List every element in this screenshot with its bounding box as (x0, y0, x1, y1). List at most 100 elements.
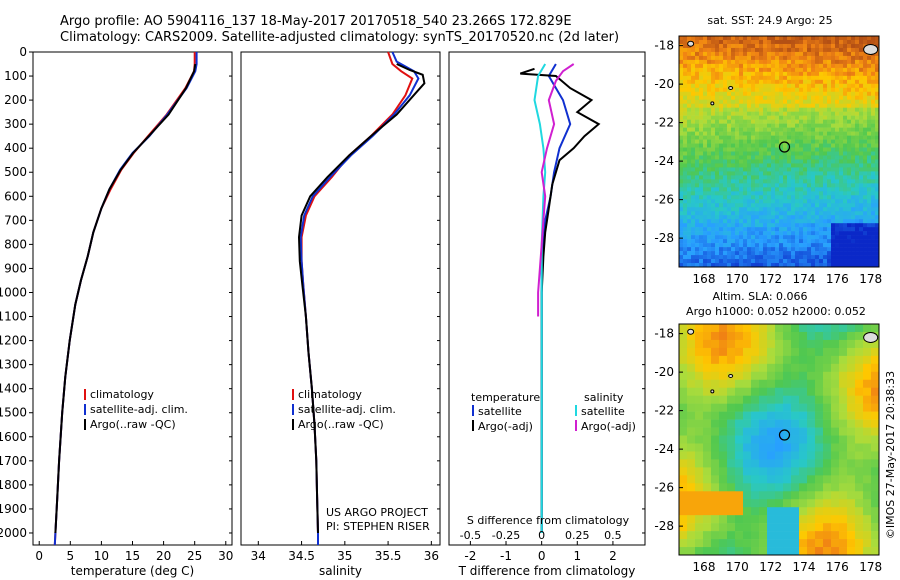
sla_map-cell (751, 363, 760, 373)
sst_map-cell (775, 251, 780, 256)
sst_map-cell (719, 191, 724, 196)
sst_map-cell (807, 211, 812, 216)
sla_map-cell (679, 355, 688, 365)
sst_map-cell (835, 79, 840, 85)
sst_map-cell (743, 55, 748, 61)
sst_map-cell (791, 99, 796, 104)
sst_map-cell (683, 111, 688, 116)
sst_map-cell (791, 255, 796, 260)
sla_map-cell (855, 363, 864, 373)
island-shape (728, 85, 734, 90)
sst_map-cell (767, 155, 772, 160)
sla_map-cell (743, 499, 752, 508)
sst_map-cell (731, 155, 736, 160)
sla_map-cell (711, 483, 720, 492)
sst_map-cell (703, 195, 708, 200)
sst_map-cell (807, 43, 812, 49)
sla_map-cell (783, 339, 792, 349)
sst_map-cell (863, 207, 868, 212)
sst_map-cell (767, 163, 772, 168)
sst_map-cell (747, 55, 752, 61)
sst_map-cell (863, 107, 868, 112)
sst_map-cell (695, 75, 700, 81)
sla_map-cell (815, 507, 824, 516)
sla_map-cell (799, 547, 808, 556)
sst_map-cell (831, 119, 836, 124)
sla_map-cell (727, 539, 736, 548)
sst_map-cell (723, 159, 728, 164)
sst_map-cell (859, 67, 864, 73)
sst_map-cell (731, 87, 736, 93)
sst_map-cell (751, 79, 756, 85)
sla_map-cell (759, 419, 768, 428)
sst_map-cell (807, 115, 812, 120)
sst_map-cell (759, 235, 764, 240)
sst_map-cell (807, 36, 812, 41)
sst_map-cell (847, 67, 852, 73)
sst_map-cell (799, 91, 804, 97)
sst_map-cell (803, 159, 808, 164)
sla_map-cell (839, 475, 848, 484)
sst_map-cell (819, 235, 824, 240)
sst_map-cell (803, 139, 808, 144)
sla_map-cell (807, 419, 816, 428)
sla_map-cell (735, 379, 744, 389)
sla_map-cell (735, 331, 744, 341)
sst_map-cell (743, 59, 748, 65)
sst_map-cell (875, 83, 880, 89)
sst_map-cell (823, 179, 828, 184)
sla_map-cell (815, 347, 824, 357)
sla_map-cell (767, 443, 776, 452)
sst_map-cell (747, 67, 752, 73)
sla_map-cell (735, 347, 744, 357)
sla_map-cell (871, 539, 880, 548)
sst_map-cell (855, 167, 860, 172)
sst_map-cell (851, 39, 856, 45)
sst_map-cell (691, 179, 696, 184)
sst_map-cell (855, 163, 860, 168)
legend-entry: satellite-adj. clim. (298, 403, 396, 416)
sst_map-cell (831, 207, 836, 212)
sla_map-cell (759, 331, 768, 341)
sst_map-cell (687, 183, 692, 188)
sst_map-cell (683, 131, 688, 136)
sst_map-cell (819, 119, 824, 124)
sst_map-cell (823, 203, 828, 208)
sla_map-cell (871, 395, 880, 404)
sla_map-cell (767, 355, 776, 365)
sst_map-cell (683, 263, 688, 268)
sst_map-cell (687, 119, 692, 124)
sst_map-cell (867, 87, 872, 93)
sst_map-cell (855, 71, 860, 77)
sst_map-cell (695, 263, 700, 268)
sla_map-cell (807, 379, 816, 389)
sla_map-cell (847, 499, 856, 508)
sst_map-cell (799, 187, 804, 192)
y-tick-label: 1800 (0, 478, 27, 492)
sst_map-cell (811, 235, 816, 240)
sst_map-cell (751, 127, 756, 132)
sst_map-cell (843, 107, 848, 112)
sla_map-cell (775, 395, 784, 404)
sst_map-cell (855, 151, 860, 156)
sst_map-cell (707, 183, 712, 188)
sst_map-cell (699, 243, 704, 248)
sst_map-cell (699, 151, 704, 156)
sla_map-cell (703, 539, 712, 548)
sst_map-cell (799, 75, 804, 81)
sla_map-cell (775, 451, 784, 460)
sst_map-cell (811, 111, 816, 116)
sst_map-cell (803, 135, 808, 140)
sst_map-cell (711, 91, 716, 97)
sst_map-cell (871, 227, 876, 232)
sst_map-cell (847, 79, 852, 85)
sst_map-cell (795, 91, 800, 97)
sst_map-cell (747, 131, 752, 136)
sla_map-cell (687, 339, 696, 349)
sst_map-cell (719, 91, 724, 97)
sst_map-cell (775, 203, 780, 208)
sst_map-cell (835, 223, 840, 228)
sst_map-cell (711, 39, 716, 45)
sst_map-cell (843, 195, 848, 200)
sst_map-cell (827, 183, 832, 188)
